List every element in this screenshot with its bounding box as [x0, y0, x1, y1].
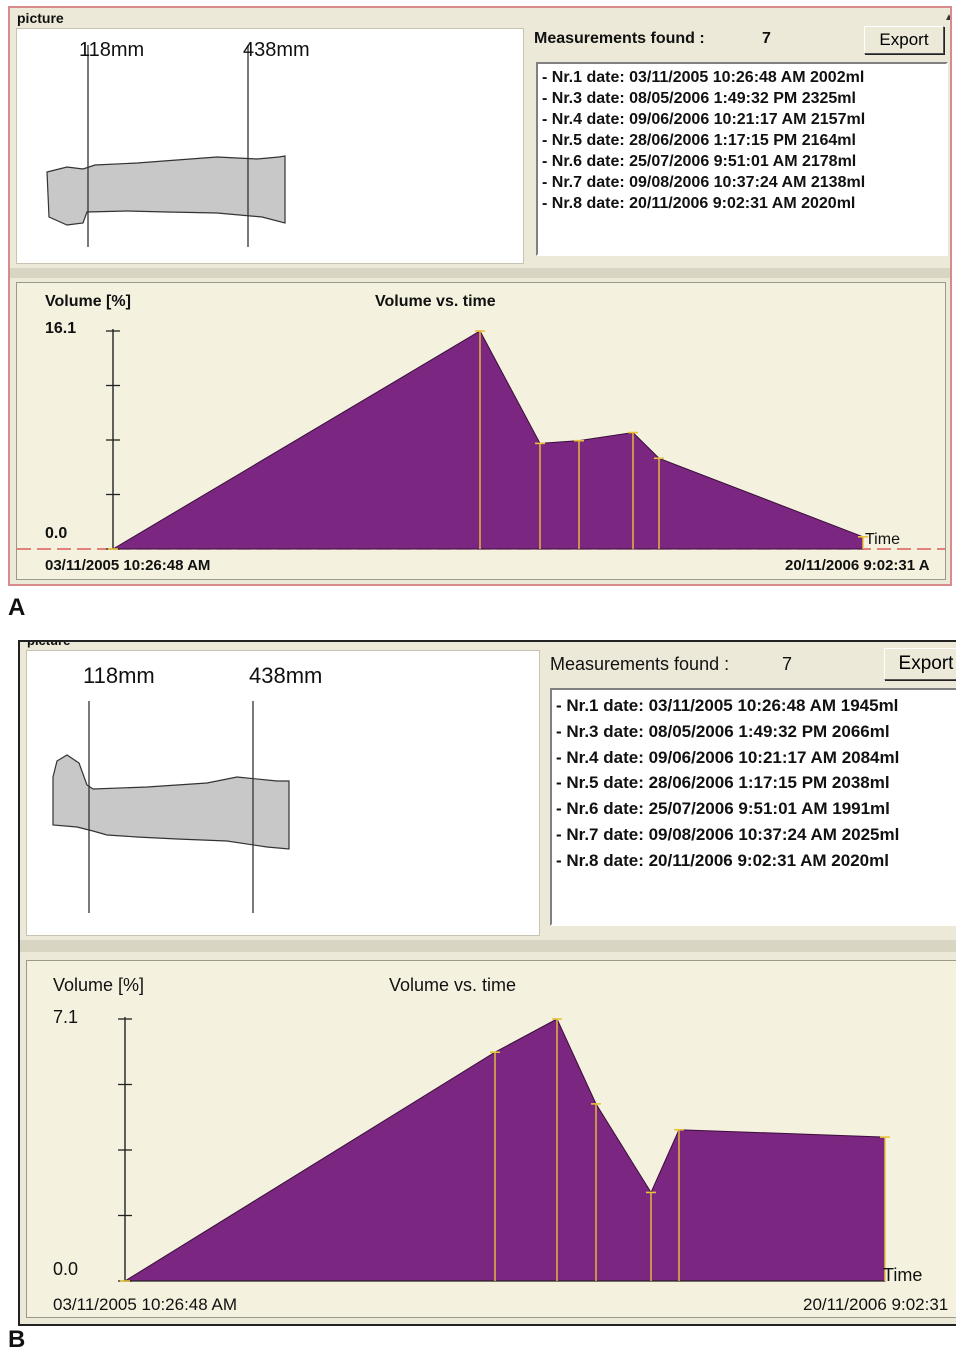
volume-chart: Volume [%] Volume vs. time 16.1 0.0 Time…: [16, 282, 946, 580]
chart-x-axis-label: Time: [883, 1265, 923, 1285]
chart-area-series: [123, 1018, 886, 1282]
measurements-count: 7: [762, 30, 771, 47]
list-item[interactable]: - Nr.5 date: 28/06/2006 1:17:15 PM 2038m…: [556, 773, 890, 793]
list-item[interactable]: - Nr.8 date: 20/11/2006 9:02:31 AM 2020m…: [556, 850, 889, 870]
left-cursor-label: 118mm: [83, 663, 155, 688]
figure-letter-b: B: [8, 1326, 26, 1353]
measurement-list[interactable]: - Nr.1 date: 03/11/2005 10:26:48 AM 1945…: [550, 688, 956, 926]
list-item[interactable]: - Nr.4 date: 09/06/2006 10:21:17 AM 2084…: [556, 747, 900, 767]
chart-x-axis-label: Time: [865, 531, 900, 548]
limb-shape: [46, 155, 286, 226]
limb-shape: [52, 754, 290, 850]
list-item[interactable]: - Nr.3 date: 08/05/2006 1:49:32 PM 2066m…: [556, 721, 890, 741]
measurements-count: 7: [782, 654, 793, 674]
scroll-up-icon[interactable]: ▲: [944, 12, 950, 23]
chart-y-min-label: 0.0: [45, 525, 68, 542]
list-item[interactable]: - Nr.4 date: 09/06/2006 10:21:17 AM 2157…: [542, 111, 866, 128]
figure-letter-a: A: [8, 594, 26, 621]
list-item[interactable]: - Nr.8 date: 20/11/2006 9:02:31 AM 2020m…: [542, 195, 856, 212]
export-button[interactable]: Export: [864, 26, 944, 54]
limb-drawing: [52, 701, 290, 913]
right-cursor-label: 438mm: [249, 663, 323, 688]
chart-y-max-label: 7.1: [53, 1007, 79, 1027]
chart-y-axis-label: Volume [%]: [53, 975, 145, 995]
volume-chart-svg: [118, 1017, 890, 1282]
list-item[interactable]: - Nr.3 date: 08/05/2006 1:49:32 PM 2325m…: [542, 90, 856, 107]
list-item[interactable]: - Nr.5 date: 28/06/2006 1:17:15 PM 2164m…: [542, 132, 856, 149]
volume-chart-svg: [17, 329, 945, 550]
panel-b: 118mm 438mm picture Measurements found :…: [18, 640, 956, 1326]
measurements-found-label: Measurements found :: [550, 654, 730, 674]
volume-chart: Volume [%] Volume vs. time 7.1 0.0 Time …: [26, 960, 956, 1318]
chart-title: Volume vs. time: [375, 293, 496, 310]
export-button[interactable]: Export: [884, 648, 956, 680]
limb-drawing: [46, 45, 286, 247]
chart-end-date: 20/11/2006 9:02:31: [803, 1295, 949, 1314]
picture-group-label: picture: [24, 642, 74, 649]
measurements-found-label: Measurements found :: [534, 30, 705, 47]
chart-y-min-label: 0.0: [53, 1259, 79, 1279]
picture-group-label: picture: [14, 10, 67, 26]
chart-area-series: [111, 330, 864, 550]
list-item[interactable]: - Nr.1 date: 03/11/2005 10:26:48 AM 2002…: [542, 69, 865, 86]
picture-box: 118mm 438mm: [26, 650, 540, 936]
chart-y-max-label: 16.1: [45, 320, 77, 337]
list-item[interactable]: - Nr.7 date: 09/08/2006 10:37:24 AM 2138…: [542, 174, 866, 191]
chart-start-date: 03/11/2005 10:26:48 AM: [53, 1295, 238, 1314]
list-item[interactable]: - Nr.1 date: 03/11/2005 10:26:48 AM 1945…: [556, 696, 899, 715]
chart-end-date: 20/11/2006 9:02:31 A: [785, 557, 930, 574]
right-cursor-label: 438mm: [243, 39, 310, 61]
panel-a: 118mm 438mm picture ▲ Measurements found…: [8, 6, 952, 586]
chart-y-axis-label: Volume [%]: [45, 293, 131, 310]
panel-divider: [10, 268, 950, 278]
measurement-list[interactable]: - Nr.1 date: 03/11/2005 10:26:48 AM 2002…: [536, 62, 948, 256]
chart-start-date: 03/11/2005 10:26:48 AM: [45, 557, 211, 574]
list-item[interactable]: - Nr.6 date: 25/07/2006 9:51:01 AM 1991m…: [556, 799, 890, 819]
list-item[interactable]: - Nr.7 date: 09/08/2006 10:37:24 AM 2025…: [556, 824, 900, 844]
left-cursor-label: 118mm: [79, 39, 145, 61]
picture-box: 118mm 438mm: [16, 28, 524, 264]
list-item[interactable]: - Nr.6 date: 25/07/2006 9:51:01 AM 2178m…: [542, 153, 857, 170]
chart-title: Volume vs. time: [389, 975, 517, 995]
panel-divider: [20, 940, 956, 952]
